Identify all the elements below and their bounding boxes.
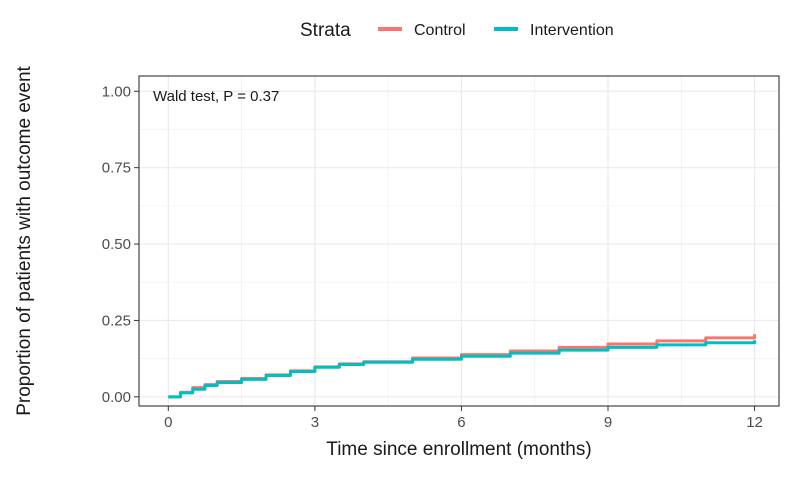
y-axis-title: Proportion of patients with outcome even… xyxy=(14,65,35,415)
panel-border xyxy=(138,75,780,407)
x-axis: 0 3 6 9 12 xyxy=(164,406,763,431)
legend: Strata Control Intervention xyxy=(300,20,614,41)
legend-label-intervention: Intervention xyxy=(530,22,614,39)
legend-title: Strata xyxy=(300,20,351,41)
y-tick-label: 1.00 xyxy=(102,83,131,100)
plot-panel: Wald test, P = 0.37 xyxy=(138,75,780,407)
x-axis-title: Time since enrollment (months) xyxy=(326,439,591,460)
x-tick-label: 12 xyxy=(746,414,763,431)
wald-test-annotation: Wald test, P = 0.37 xyxy=(153,88,279,105)
x-tick-label: 0 xyxy=(164,414,172,431)
series-layer xyxy=(168,334,757,399)
y-tick-label: 0.50 xyxy=(102,236,131,253)
y-tick-label: 0.75 xyxy=(102,160,131,177)
y-tick-label: 0.25 xyxy=(102,312,131,329)
x-tick-label: 9 xyxy=(604,414,612,431)
panel-background xyxy=(139,76,779,406)
y-tick-label: 0.00 xyxy=(102,389,131,406)
x-tick-label: 3 xyxy=(311,414,319,431)
series-line-intervention xyxy=(168,340,757,399)
y-axis: 0.00 0.25 0.50 0.75 1.00 xyxy=(102,83,139,406)
legend-label-control: Control xyxy=(414,22,466,39)
x-tick-label: 6 xyxy=(457,414,465,431)
